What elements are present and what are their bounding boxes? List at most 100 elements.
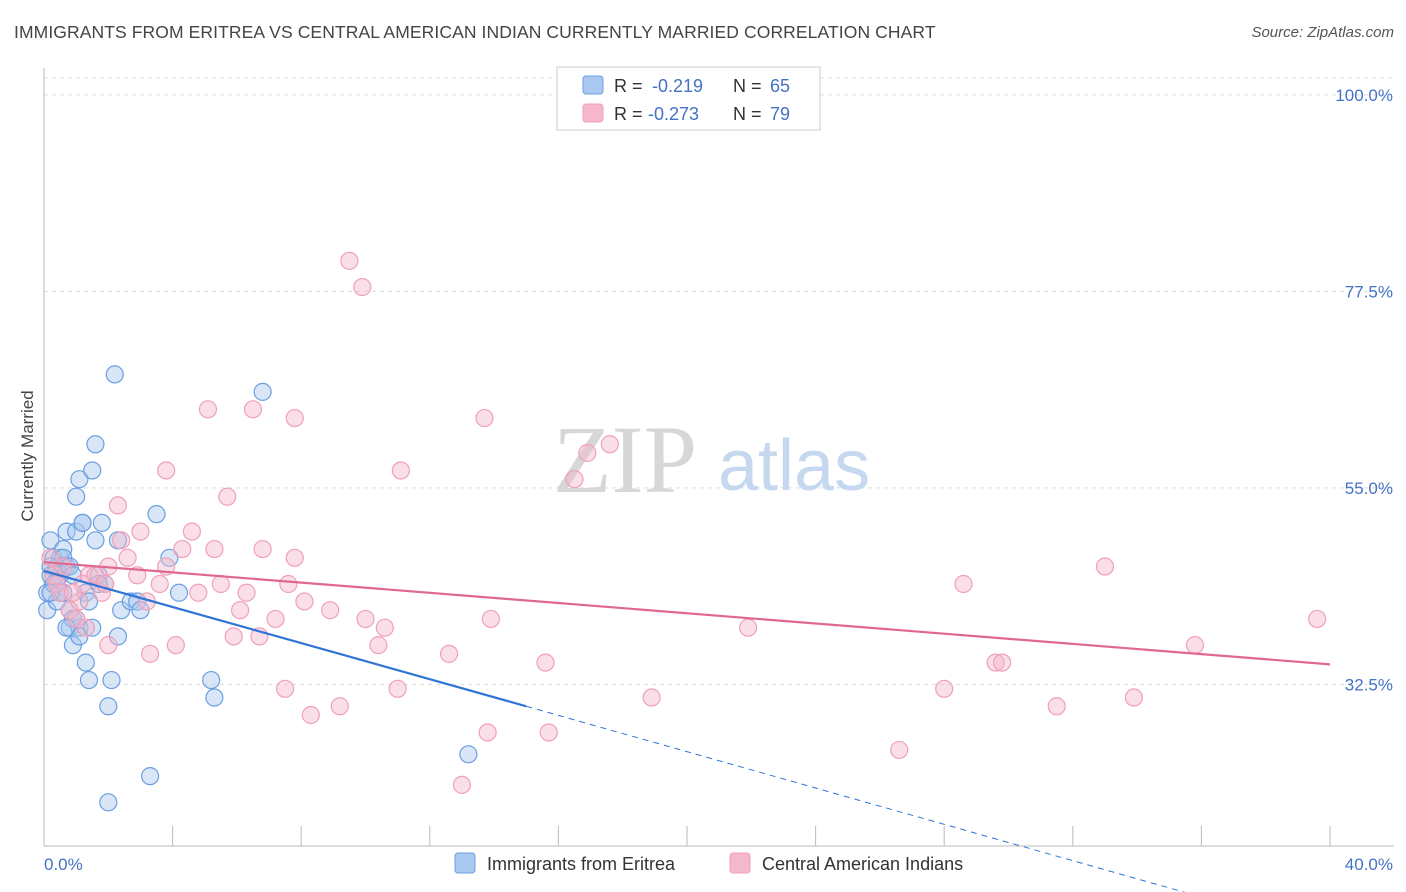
eritrea-point [76, 653, 95, 672]
legend-n-value-cai: 79 [770, 104, 790, 124]
eritrea-point [79, 592, 99, 611]
cai-point [642, 688, 661, 707]
legend-n-label-eritrea: N = [733, 76, 762, 96]
eritrea-point [57, 522, 76, 541]
eritrea-point [253, 382, 272, 401]
cai-point [182, 522, 201, 541]
cai-point [189, 583, 208, 602]
cai-point [475, 408, 494, 428]
trend-line-eritrea [43, 569, 527, 708]
legend-n-label-cai: N = [733, 104, 762, 124]
legend-swatch-eritrea [582, 75, 604, 95]
cai-point [369, 636, 388, 655]
source-label: Source: ZipAtlas.com [1251, 24, 1394, 41]
cai-point [231, 601, 250, 620]
cai-point [1095, 557, 1115, 576]
legend-swatch-cai [582, 103, 604, 123]
cai-point [478, 723, 497, 742]
cai-point [243, 400, 263, 419]
legend-r-value-eritrea: -0.219 [652, 76, 703, 96]
cai-point [391, 461, 410, 480]
cai-point [173, 539, 192, 559]
cai-point [253, 539, 272, 559]
cai-point [738, 618, 758, 637]
x-axis-ticks [43, 826, 1331, 846]
cai-point [890, 740, 909, 760]
x-tick-label-min: 0.0% [44, 855, 83, 874]
cai-point [237, 583, 256, 602]
eritrea-point [70, 470, 89, 489]
cai-point [157, 461, 176, 480]
eritrea-point [105, 365, 124, 384]
series-central-american-indians-points [41, 251, 1327, 794]
bottom-legend-swatch-cai [729, 852, 751, 874]
cai-point [279, 574, 298, 594]
cai-point [481, 609, 500, 629]
cai-point [356, 609, 375, 629]
cai-point [565, 470, 584, 489]
legend-r-label-eritrea: R = [614, 76, 643, 96]
cai-point [1308, 609, 1327, 629]
cai-point [388, 679, 407, 698]
eritrea-point [169, 583, 189, 602]
x-tick-label-max: 40.0% [1345, 855, 1393, 874]
y-axis-label: Currently Married [18, 390, 37, 521]
cai-point [198, 400, 218, 419]
watermark-atlas: atlas [718, 426, 870, 506]
y-tick-label: 55.0% [1345, 479, 1393, 498]
eritrea-point [140, 767, 160, 786]
cai-point [954, 574, 973, 594]
y-tick-label: 100.0% [1335, 86, 1393, 105]
eritrea-point [86, 531, 105, 550]
eritrea-point [102, 670, 121, 690]
top-legend: R = -0.219 N = 65 R = -0.273 N = 79 [556, 66, 821, 131]
y-axis-tick-labels: 32.5% 55.0% 77.5% 100.0% [1335, 86, 1393, 695]
eritrea-point [83, 618, 102, 637]
cai-point [276, 679, 295, 698]
eritrea-point [202, 670, 221, 690]
y-tick-label: 77.5% [1345, 282, 1393, 301]
eritrea-point [205, 688, 224, 707]
bottom-legend-swatch-eritrea [454, 852, 476, 874]
cai-point [321, 601, 340, 620]
cai-point [54, 557, 73, 576]
bottom-legend: Immigrants from Eritrea Central American… [454, 852, 963, 874]
cai-point [295, 592, 314, 611]
cai-point [1185, 636, 1205, 655]
trend-line-cai [43, 561, 1331, 666]
y-tick-label: 32.5% [1345, 675, 1393, 694]
watermark: ZIP atlas [553, 406, 870, 513]
cai-point [285, 548, 304, 567]
cai-point [375, 618, 394, 637]
cai-point [600, 435, 619, 454]
cai-point [112, 531, 131, 550]
cai-point [150, 574, 169, 594]
cai-point [330, 697, 349, 716]
eritrea-point [67, 487, 86, 506]
cai-point [131, 522, 150, 541]
eritrea-point [86, 435, 105, 454]
cai-point [50, 583, 70, 602]
eritrea-point [459, 745, 478, 764]
cai-point [301, 705, 320, 725]
cai-point [1124, 688, 1143, 707]
legend-r-value-cai: -0.273 [648, 104, 699, 124]
eritrea-point [99, 697, 118, 716]
cai-point [353, 277, 372, 297]
cai-point [578, 443, 597, 463]
cai-point [99, 636, 118, 655]
cai-point [140, 644, 160, 663]
eritrea-point [147, 505, 166, 524]
chart-title: IMMIGRANTS FROM ERITREA VS CENTRAL AMERI… [14, 22, 936, 42]
legend-n-value-eritrea: 65 [770, 76, 790, 96]
cai-point [536, 653, 555, 672]
cai-point [986, 653, 1005, 672]
cai-point [76, 618, 95, 637]
eritrea-point [99, 793, 118, 812]
cai-point [266, 609, 285, 629]
bottom-legend-label-eritrea: Immigrants from Eritrea [487, 854, 676, 874]
cai-point [992, 653, 1012, 672]
cai-point [218, 487, 237, 506]
cai-point [935, 679, 954, 698]
cai-point [211, 574, 230, 594]
